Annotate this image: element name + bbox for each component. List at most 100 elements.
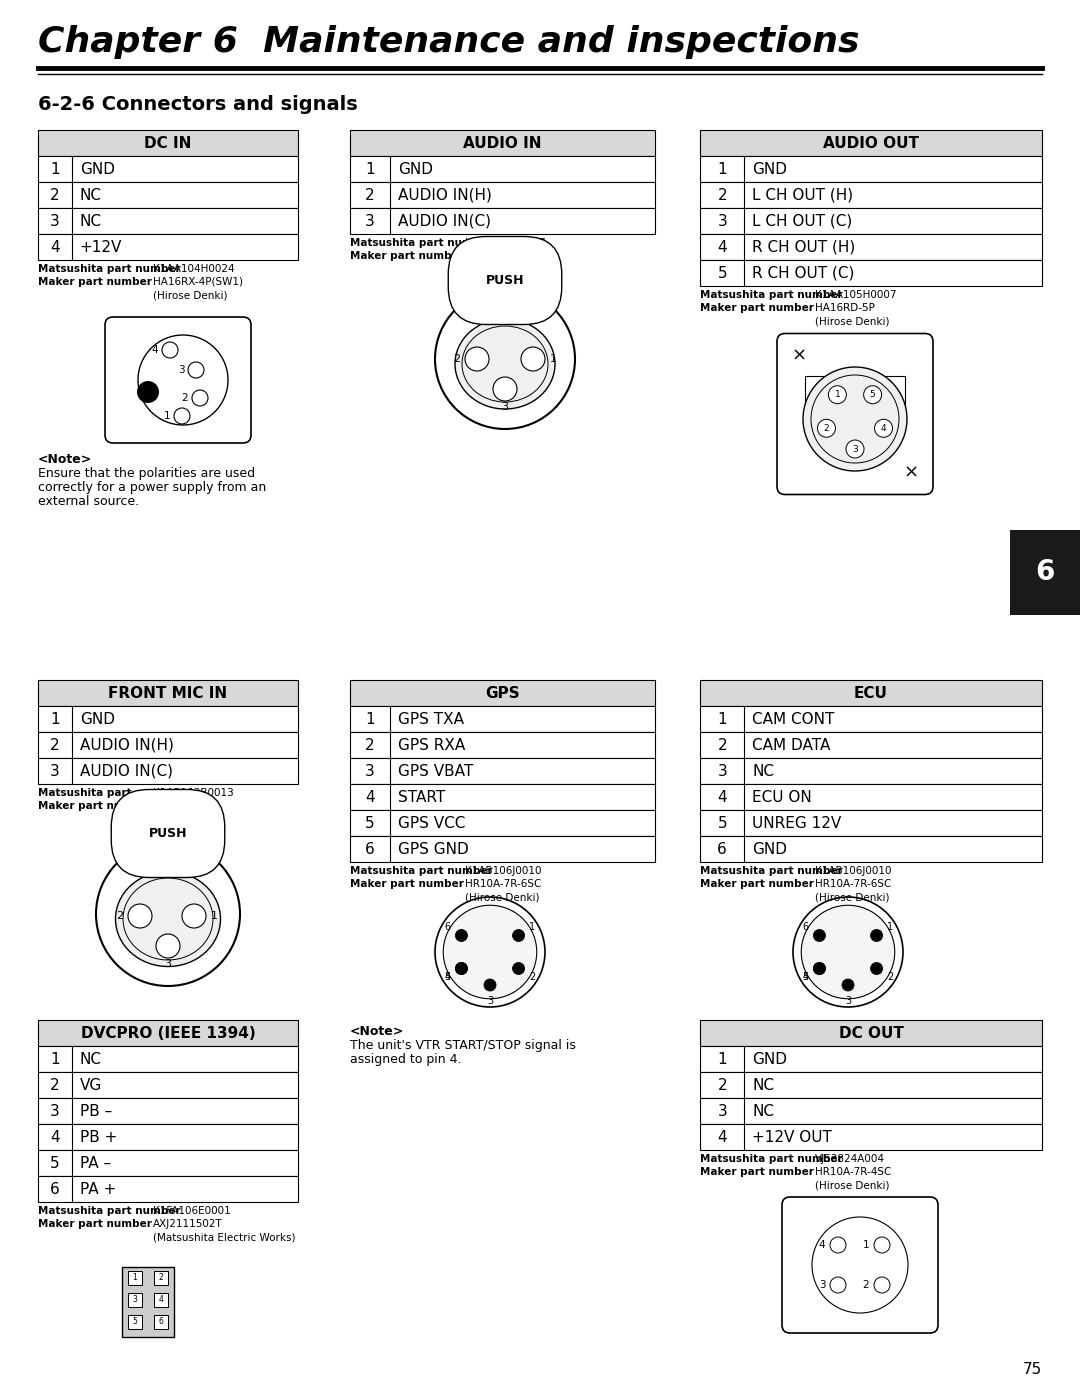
Text: (Hirose Denki): (Hirose Denki) xyxy=(153,291,228,300)
Bar xyxy=(700,784,1042,810)
Text: GND: GND xyxy=(80,162,114,176)
Bar xyxy=(38,1020,298,1046)
Circle shape xyxy=(521,346,545,372)
Circle shape xyxy=(174,408,190,425)
Text: GPS VBAT: GPS VBAT xyxy=(397,764,473,778)
Text: NC: NC xyxy=(80,214,102,229)
Bar xyxy=(38,1046,298,1071)
Text: 1: 1 xyxy=(50,1052,59,1066)
Text: 3: 3 xyxy=(133,1295,137,1305)
Circle shape xyxy=(811,374,899,462)
Bar xyxy=(38,705,298,732)
Circle shape xyxy=(804,367,907,471)
Bar xyxy=(700,1098,1042,1125)
Text: Chapter 6  Maintenance and inspections: Chapter 6 Maintenance and inspections xyxy=(38,25,860,59)
Bar xyxy=(38,732,298,759)
Text: 6: 6 xyxy=(802,922,809,933)
Bar xyxy=(700,260,1042,286)
Text: 2: 2 xyxy=(529,971,536,982)
Text: 1: 1 xyxy=(133,1274,137,1282)
Text: 1: 1 xyxy=(717,162,727,176)
Text: AUDIO IN(H): AUDIO IN(H) xyxy=(80,738,174,753)
Circle shape xyxy=(456,963,468,975)
Text: GPS TXA: GPS TXA xyxy=(397,711,463,726)
Text: 5: 5 xyxy=(133,1317,137,1327)
Circle shape xyxy=(192,390,208,407)
Bar xyxy=(700,1125,1042,1150)
Circle shape xyxy=(435,897,545,1007)
Text: 3: 3 xyxy=(50,1104,59,1119)
Text: 6: 6 xyxy=(159,1317,163,1327)
Text: 3: 3 xyxy=(717,764,727,778)
Bar xyxy=(350,156,654,182)
Text: (NEUTRIK): (NEUTRIK) xyxy=(153,814,206,824)
Text: 3: 3 xyxy=(365,764,375,778)
Bar xyxy=(350,732,654,759)
Circle shape xyxy=(513,929,525,942)
Text: 4: 4 xyxy=(159,1295,163,1305)
Bar xyxy=(700,705,1042,732)
Text: 2: 2 xyxy=(888,971,893,982)
Text: K1AA105H0007: K1AA105H0007 xyxy=(815,291,896,300)
Text: NC: NC xyxy=(80,1052,102,1066)
Text: 2: 2 xyxy=(717,187,727,203)
Text: AUDIO IN: AUDIO IN xyxy=(463,136,542,151)
Text: 2: 2 xyxy=(717,738,727,753)
Bar xyxy=(350,759,654,784)
Text: DC IN: DC IN xyxy=(145,136,191,151)
Text: Maker part number: Maker part number xyxy=(350,879,464,888)
Bar xyxy=(700,208,1042,235)
Text: 3: 3 xyxy=(487,996,494,1006)
Text: 3: 3 xyxy=(819,1280,825,1289)
Text: GPS GND: GPS GND xyxy=(397,841,469,856)
Bar xyxy=(700,130,1042,156)
Text: 5: 5 xyxy=(717,265,727,281)
Text: GPS: GPS xyxy=(485,686,519,700)
Text: PUSH: PUSH xyxy=(486,274,524,286)
Text: 1: 1 xyxy=(365,711,375,726)
Bar xyxy=(350,784,654,810)
Text: Maker part number: Maker part number xyxy=(350,251,464,261)
Text: 2: 2 xyxy=(181,393,188,402)
Text: 1: 1 xyxy=(365,162,375,176)
Bar xyxy=(38,680,298,705)
Bar xyxy=(350,705,654,732)
Circle shape xyxy=(456,963,468,975)
Text: 4: 4 xyxy=(151,345,159,355)
Bar xyxy=(700,732,1042,759)
Text: DVCPRO (IEEE 1394): DVCPRO (IEEE 1394) xyxy=(81,1025,255,1041)
Circle shape xyxy=(435,289,575,429)
Text: R CH OUT (H): R CH OUT (H) xyxy=(753,239,855,254)
Bar xyxy=(700,182,1042,208)
Text: 1: 1 xyxy=(529,922,536,933)
Bar xyxy=(38,1098,298,1125)
Text: 2: 2 xyxy=(117,911,123,921)
Bar xyxy=(700,235,1042,260)
Text: 3: 3 xyxy=(845,996,851,1006)
Text: 3: 3 xyxy=(717,1104,727,1119)
Circle shape xyxy=(874,1236,890,1253)
Text: ×: × xyxy=(792,346,807,365)
Circle shape xyxy=(129,904,152,928)
Text: CAM DATA: CAM DATA xyxy=(753,738,831,753)
Text: 6: 6 xyxy=(445,922,450,933)
Text: AUDIO OUT: AUDIO OUT xyxy=(823,136,919,151)
Bar xyxy=(38,1150,298,1176)
Text: 4: 4 xyxy=(717,239,727,254)
Text: DC OUT: DC OUT xyxy=(838,1025,904,1041)
Text: Matsushita part number: Matsushita part number xyxy=(700,1154,842,1164)
Bar xyxy=(38,1071,298,1098)
Circle shape xyxy=(874,1277,890,1294)
Text: 6: 6 xyxy=(717,841,727,856)
Circle shape xyxy=(831,1236,846,1253)
Text: 4: 4 xyxy=(819,1241,825,1250)
Text: (Hirose Denki): (Hirose Denki) xyxy=(465,264,540,274)
Text: AUDIO IN(C): AUDIO IN(C) xyxy=(397,214,490,229)
Text: UNREG 12V: UNREG 12V xyxy=(753,816,841,830)
Text: 1: 1 xyxy=(888,922,893,933)
Bar xyxy=(129,1315,141,1329)
Circle shape xyxy=(183,904,206,928)
Text: Maker part number: Maker part number xyxy=(700,879,814,888)
Text: Maker part number: Maker part number xyxy=(38,800,152,812)
Text: 5: 5 xyxy=(869,390,876,400)
